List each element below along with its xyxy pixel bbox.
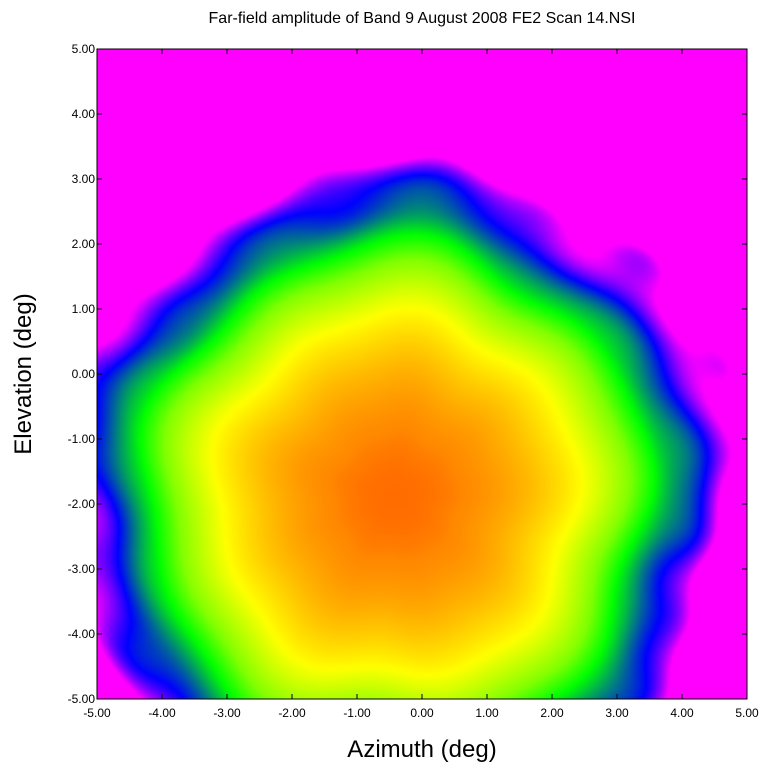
y-tick-label: 1.00 [72, 302, 96, 316]
x-axis-label: Azimuth (deg) [347, 736, 497, 763]
x-tick-label: 0.00 [410, 706, 434, 720]
y-tick-label: 2.00 [72, 237, 96, 251]
y-tick-label: -4.00 [68, 627, 96, 641]
y-tick-label: 4.00 [72, 107, 96, 121]
x-tick-label: 3.00 [605, 706, 629, 720]
y-tick-label: -3.00 [68, 562, 96, 576]
axis-ticks: -5.00 -4.00 -3.00 -2.00 -1.00 0.00 1.00 2.00 3.0… [68, 42, 759, 720]
x-tick-label: 4.00 [670, 706, 694, 720]
x-tick-label: 5.00 [735, 706, 759, 720]
y-tick-label: 3.00 [72, 172, 96, 186]
heatmap-image [97, 49, 747, 699]
y-tick-label: 0.00 [72, 367, 96, 381]
x-tick-label: 1.00 [475, 706, 499, 720]
x-tick-label: -4.00 [148, 706, 176, 720]
x-tick-label: -2.00 [278, 706, 306, 720]
y-tick-label: -2.00 [68, 497, 96, 511]
x-tick-label: -1.00 [343, 706, 371, 720]
chart-title: Far-field amplitude of Band 9 August 200… [208, 10, 636, 27]
y-tick-label: -5.00 [68, 692, 96, 706]
y-tick-label: 5.00 [72, 42, 96, 56]
x-tick-label: 2.00 [540, 706, 564, 720]
x-tick-label: -3.00 [213, 706, 241, 720]
x-tick-label: -5.00 [83, 706, 111, 720]
y-tick-label: -1.00 [68, 432, 96, 446]
